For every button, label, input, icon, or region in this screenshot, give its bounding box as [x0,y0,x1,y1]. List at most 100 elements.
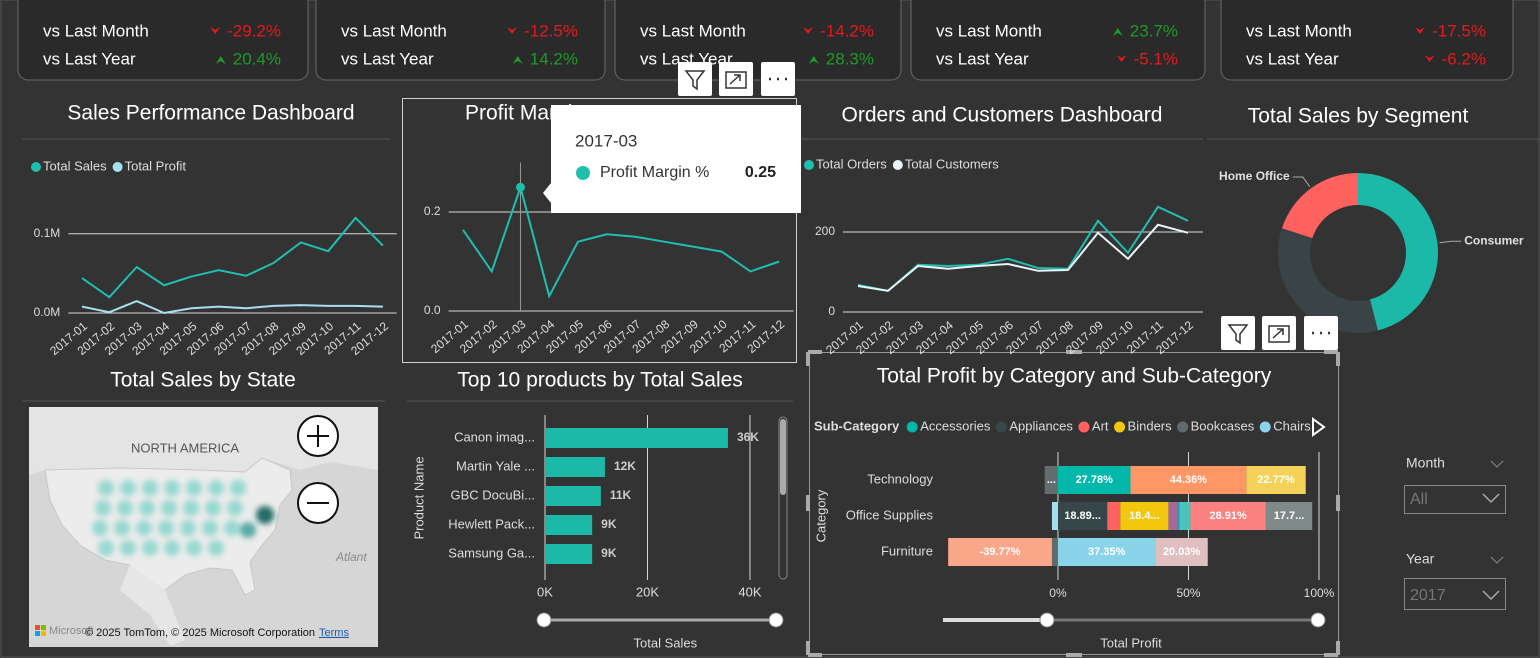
logo [35,625,40,630]
slicer[interactable]: Month All [1404,455,1506,514]
data-label: 17.7... [1274,510,1305,522]
heat-spot [114,520,130,536]
y-tick-label: Technology [867,471,933,486]
kpi-arrow [507,27,518,34]
slider-handle[interactable] [1039,612,1055,628]
heat-spot [98,540,114,556]
bar [545,486,601,506]
kpi-arrow [1415,27,1426,34]
bar-segment [1179,502,1191,530]
x-axis-title: Total Profit [1100,635,1162,650]
zoom-in-icon [307,425,329,447]
focus-icon [1268,325,1290,343]
filter-button[interactable] [678,62,712,96]
tooltip: 2017-03 Profit Margin % 0.25 [543,105,801,213]
filter-icon [1227,324,1249,345]
slicer[interactable]: Year 2017 [1404,551,1506,610]
visual-header [1221,316,1338,350]
logo [41,631,46,636]
slicer-value: 2017 [1410,587,1446,604]
map-ocean-label: Atlant [335,550,367,564]
kpi-arrow [210,27,221,34]
chevron [1490,556,1504,564]
dropdown[interactable] [1404,485,1506,514]
selection-handles[interactable] [806,350,1340,657]
bar-segment [1246,466,1306,494]
slice-label: Consumer [1464,233,1524,247]
bar-segment [1130,466,1247,494]
donut-slice [1278,228,1378,333]
y-tick-label: 0.0M [34,305,61,319]
visual-frame [402,98,797,363]
kpi-label: vs Last Year [341,49,434,68]
leader-line [1439,240,1462,244]
line [462,183,780,299]
y-tick-label: GBC DocuBi... [450,487,535,502]
heat-spot [224,520,240,536]
heat-spot [164,540,180,556]
map-logo-text: Microsoft [49,625,94,637]
legend-next[interactable] [1312,417,1326,437]
legend-label: Art [1092,418,1109,433]
kpi-value: 14.2% [530,49,578,68]
data-label: 9K [601,517,617,531]
kpi-value: -17.5% [1432,21,1486,40]
bar-segment [1057,466,1131,494]
kpi-card [17,0,309,81]
legend-marker [112,162,123,172]
y-axis-title: Category [813,489,828,542]
map-terms[interactable]: Terms [319,627,349,639]
y-tick-label: Martin Yale ... [456,458,535,473]
legend-marker [1078,421,1090,433]
heat-spot [142,540,158,556]
kpi-label: vs Last Month [936,21,1042,40]
scrollbar[interactable] [778,416,788,580]
heat-spot [230,480,246,496]
heat-spot [240,522,256,538]
slider-handle[interactable] [1310,612,1326,628]
kpi-label: vs Last Month [341,21,447,40]
scroll-thumb[interactable] [780,419,786,495]
heat-spot [205,500,221,516]
tooltip-category: 2017-03 [575,131,637,150]
heat-spot [158,520,174,536]
map-land [29,407,378,475]
legend-marker [804,160,814,170]
x-tick-label: 50% [1176,586,1200,600]
bar-segment [1265,502,1313,530]
slider-handle[interactable] [536,612,552,628]
heat-spot [120,540,136,556]
legend-label: Binders [1128,418,1173,433]
heat-spot [117,500,133,516]
kpi-label: vs Last Month [640,21,746,40]
bar-segment [1155,538,1208,566]
legend-marker [892,160,903,170]
map-copyright: © 2025 TomTom, © 2025 Microsoft Corporat… [85,627,315,639]
legend-label: Chairs [1273,418,1311,433]
line [81,300,383,315]
kpi-arrow [1112,28,1123,36]
tooltip-value: 0.25 [745,164,776,181]
y-tick-label: Hewlett Pack... [448,516,535,531]
filter-icon [684,70,706,91]
data-label: 18.4... [1129,510,1160,522]
kpi-card [910,0,1206,81]
chevron [1482,493,1500,504]
dropdown[interactable] [1404,578,1506,610]
heat-spot [142,480,158,496]
hover-point [515,182,525,192]
legend-marker [1259,421,1271,433]
bar-segment [1051,538,1058,566]
heat-spot [161,500,177,516]
slider-handle[interactable] [768,612,784,628]
line [857,223,1189,292]
y-tick-label: Furniture [881,543,933,558]
bar-segment [1051,502,1058,530]
data-label: 12K [614,459,636,473]
map[interactable]: NORTH AMERICA Atlant Microsoft © 2025 To… [29,407,378,647]
chart-title: Total Sales by State [110,369,296,392]
filter-button[interactable] [1221,316,1255,350]
kpi-label: vs Last Year [43,49,136,68]
